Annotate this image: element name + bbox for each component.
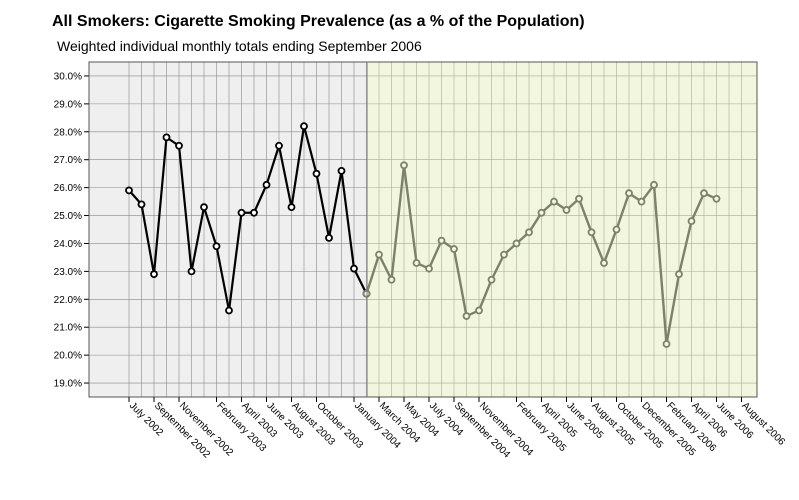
data-point bbox=[250, 208, 258, 217]
data-point bbox=[287, 203, 296, 212]
data-point bbox=[325, 233, 333, 242]
data-point bbox=[512, 239, 521, 248]
data-point bbox=[637, 197, 646, 206]
data-point bbox=[150, 270, 158, 279]
data-point bbox=[687, 217, 696, 226]
data-point bbox=[350, 264, 358, 273]
data-point bbox=[587, 228, 596, 237]
data-point bbox=[200, 203, 208, 212]
data-point bbox=[675, 270, 683, 279]
data-point bbox=[175, 141, 183, 150]
data-point bbox=[162, 133, 171, 142]
data-point bbox=[487, 275, 496, 284]
chart-title: All Smokers: Cigarette Smoking Prevalenc… bbox=[52, 13, 585, 30]
data-point bbox=[300, 122, 308, 131]
chart-subtitle: Weighted individual monthly totals endin… bbox=[57, 38, 422, 54]
data-point bbox=[575, 194, 583, 203]
y-tick-label: 23.0% bbox=[54, 267, 82, 278]
data-point bbox=[525, 228, 533, 237]
data-point bbox=[450, 245, 458, 253]
data-point bbox=[212, 242, 221, 251]
region-left bbox=[89, 62, 367, 397]
data-point bbox=[437, 236, 446, 245]
data-point bbox=[662, 340, 671, 348]
y-tick-label: 19.0% bbox=[54, 379, 82, 390]
y-tick-label: 25.0% bbox=[54, 211, 82, 222]
region-right bbox=[367, 62, 757, 397]
y-tick-label: 22.0% bbox=[54, 295, 82, 306]
data-point bbox=[125, 186, 133, 195]
data-point bbox=[425, 264, 433, 273]
data-point bbox=[187, 267, 196, 276]
y-tick-label: 30.0% bbox=[54, 71, 82, 82]
data-point bbox=[400, 161, 408, 170]
data-point bbox=[137, 200, 146, 209]
data-point bbox=[387, 275, 396, 284]
plot-frame bbox=[88, 61, 758, 398]
data-point bbox=[225, 306, 233, 315]
data-point bbox=[537, 208, 546, 217]
data-point bbox=[625, 189, 633, 198]
y-tick-label: 21.0% bbox=[54, 323, 82, 334]
y-tick-label: 26.0% bbox=[54, 183, 82, 194]
y-tick-label: 28.0% bbox=[54, 127, 82, 138]
data-point bbox=[712, 194, 721, 203]
data-point bbox=[312, 169, 321, 178]
data-point bbox=[337, 166, 346, 175]
data-point bbox=[500, 250, 508, 259]
data-point bbox=[412, 259, 421, 267]
data-point bbox=[475, 306, 483, 315]
y-tick-label: 20.0% bbox=[54, 351, 82, 362]
data-point bbox=[375, 250, 383, 259]
data-point bbox=[700, 189, 708, 198]
data-point bbox=[550, 197, 558, 206]
data-point bbox=[600, 259, 608, 267]
data-point bbox=[612, 225, 621, 234]
data-point bbox=[262, 180, 271, 189]
data-point bbox=[650, 180, 658, 189]
data-point bbox=[562, 206, 571, 214]
data-point bbox=[275, 141, 283, 150]
y-tick-label: 29.0% bbox=[54, 99, 82, 110]
y-tick-label: 27.0% bbox=[54, 155, 82, 166]
data-point bbox=[462, 312, 471, 320]
y-tick-label: 24.0% bbox=[54, 239, 82, 250]
data-point bbox=[237, 208, 246, 217]
